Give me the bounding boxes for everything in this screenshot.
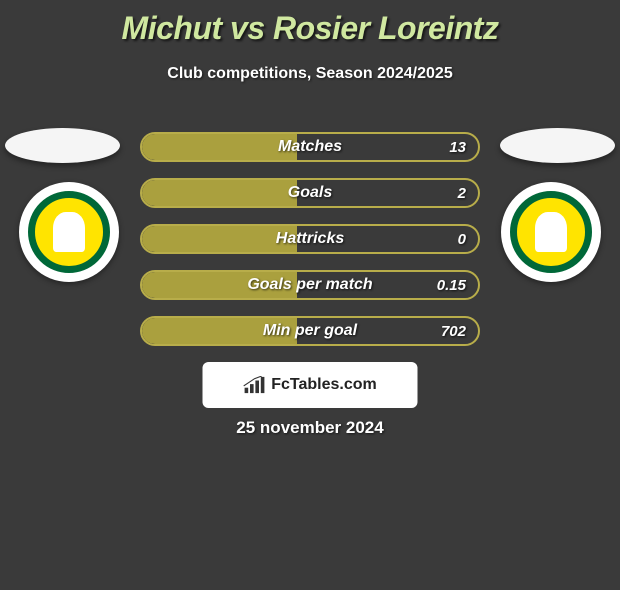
club-badge-right bbox=[501, 182, 601, 282]
stat-value: 702 bbox=[441, 323, 466, 340]
date-text: 25 november 2024 bbox=[236, 418, 383, 438]
badge-inner bbox=[510, 191, 592, 273]
stat-bar-min-per-goal: Min per goal 702 bbox=[140, 316, 480, 346]
stat-label: Goals per match bbox=[247, 276, 372, 294]
stat-value: 2 bbox=[458, 185, 466, 202]
stat-label: Matches bbox=[278, 138, 342, 156]
stats-container: Matches 13 Goals 2 Hattricks 0 Goals per… bbox=[140, 132, 480, 362]
chart-icon bbox=[243, 376, 265, 394]
stat-bar-hattricks: Hattricks 0 bbox=[140, 224, 480, 254]
stat-fill bbox=[142, 180, 297, 206]
stat-value: 0 bbox=[458, 231, 466, 248]
branding-box[interactable]: FcTables.com bbox=[203, 362, 418, 408]
brand-text: FcTables.com bbox=[271, 376, 377, 394]
stat-value: 13 bbox=[449, 139, 466, 156]
subtitle: Club competitions, Season 2024/2025 bbox=[0, 65, 620, 83]
stat-fill bbox=[142, 226, 297, 252]
stat-bar-matches: Matches 13 bbox=[140, 132, 480, 162]
stat-label: Min per goal bbox=[263, 322, 357, 340]
stat-fill bbox=[142, 134, 297, 160]
stat-label: Goals bbox=[288, 184, 332, 202]
badge-figure-icon bbox=[53, 212, 85, 252]
player-avatar-right bbox=[500, 128, 615, 163]
stat-label: Hattricks bbox=[276, 230, 344, 248]
stat-bar-goals-per-match: Goals per match 0.15 bbox=[140, 270, 480, 300]
page-title: Michut vs Rosier Loreintz bbox=[0, 10, 620, 47]
stat-value: 0.15 bbox=[437, 277, 466, 294]
club-badge-left bbox=[19, 182, 119, 282]
badge-inner bbox=[28, 191, 110, 273]
badge-figure-icon bbox=[535, 212, 567, 252]
stat-bar-goals: Goals 2 bbox=[140, 178, 480, 208]
player-avatar-left bbox=[5, 128, 120, 163]
